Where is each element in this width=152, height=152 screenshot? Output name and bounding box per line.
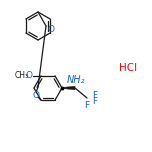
Text: O: O — [33, 91, 40, 100]
Text: O: O — [26, 71, 33, 80]
Text: CH₃: CH₃ — [15, 71, 29, 80]
Text: NH₂: NH₂ — [67, 75, 85, 85]
Text: F: F — [92, 90, 97, 100]
Text: F: F — [92, 97, 97, 105]
Text: HCl: HCl — [119, 63, 137, 73]
Polygon shape — [62, 86, 75, 90]
Text: O: O — [47, 24, 55, 33]
Text: F: F — [85, 102, 90, 111]
